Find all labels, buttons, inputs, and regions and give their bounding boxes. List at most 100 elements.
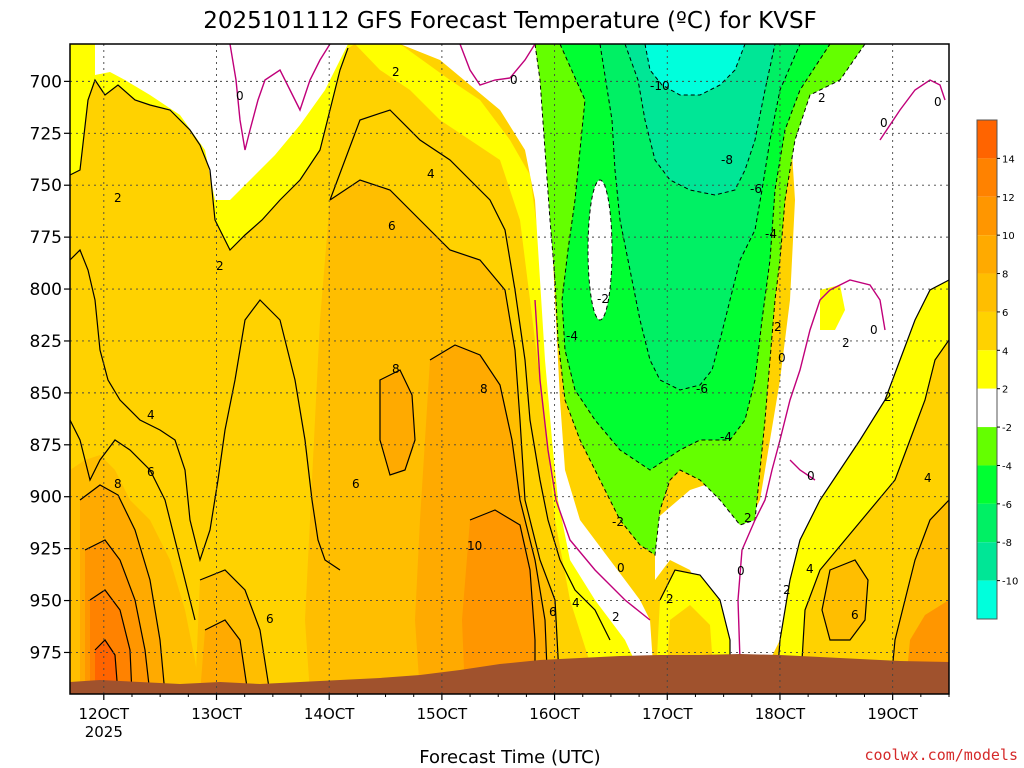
zero-line-3 [534,299,651,621]
x-axis-label: Forecast Time (UTC) [419,747,600,768]
contour-4-left [70,248,341,571]
zero-lines [229,44,946,661]
contour-4-center [329,109,611,641]
contour-label: -4 [765,227,777,241]
contour-label: 4 [147,408,155,422]
contour-lines-dashed [534,44,866,556]
contour-8-right [889,499,949,694]
contour-labels: 2 2 2 4 4 6 6 6 6 8 8 8 10 6 4 2 0 0 0 0… [114,65,942,626]
colorbar-label: 10 [1002,231,1015,242]
contour-10-left [84,539,151,694]
contour-label: 2 [842,336,850,350]
colorbar-swatch [977,235,997,274]
y-tick-label: 950 [30,592,62,612]
field-white-cold-hole [588,180,612,320]
contour-label: 2 [744,511,752,525]
plot-frame [69,43,950,695]
contour-8-blob [379,369,416,476]
gridlines [70,44,949,694]
contour-8-lower [204,619,249,694]
chart-title: 2025101112 GFS Forecast Temperature (ºC)… [203,8,817,34]
x-tick-label: 14OCT [304,705,355,723]
colorbar-label: -4 [1002,461,1012,472]
colorbar-label: -2 [1002,423,1012,434]
contour-label: 0 [617,561,625,575]
colorbar-label: 8 [1002,270,1008,281]
colorbar-swatch [977,465,997,504]
contour-label: 2 [392,65,400,79]
field-white-lower-center [655,480,760,660]
x-tick-label: 16OCT [529,705,580,723]
x-tick-label: 15OCT [417,705,468,723]
colorbar-frame [976,119,998,620]
contour-label: 0 [737,564,745,578]
contour-10-center [469,509,536,694]
contour-6-left [70,419,196,621]
contour-m8 [624,44,776,196]
contour-label: 6 [266,612,274,626]
contour-label: 2 [216,259,224,273]
contour-label: 6 [851,608,859,622]
colorbar-label: -6 [1002,500,1012,511]
credit-link[interactable]: coolwx.com/models [864,746,1018,764]
y-tick-label: 900 [30,488,62,508]
contour-8-center [429,344,549,694]
contour-6-right [821,559,869,641]
contour-label: -4 [720,430,732,444]
colorbar-label: -10 [1002,577,1018,588]
contour-label: 2 [884,390,892,404]
contour-label: 2 [774,320,782,334]
zero-line-6 [789,459,816,481]
x-tick-label: 19OCT [867,705,918,723]
contour-label: 0 [880,116,888,130]
x-tick-label: 13OCT [191,705,242,723]
contour-label: 2 [114,191,122,205]
zero-line-1 [229,44,331,151]
y-tick-label: 775 [30,228,62,248]
colorbar-label: 4 [1002,346,1008,357]
contour-label: -2 [612,515,624,529]
field-6to8-right2 [822,560,868,640]
zero-line-2 [459,44,536,86]
colorbar-swatch [977,542,997,581]
plot-area [70,44,949,694]
field-10to12-center [462,510,535,694]
contour-label: -6 [696,382,708,396]
colorbar-label: 14 [1002,154,1015,165]
contour-label: 4 [924,471,932,485]
colorbar: 14 12 10 8 6 4 2 -2 -4 -6 -8 -10 [976,119,1018,620]
contour-6-center [329,179,561,694]
colorbar-swatch [977,158,997,197]
contour-m2-hole [587,179,613,321]
contour-2-lowmid [659,569,731,694]
y-tick-label: 800 [30,280,62,300]
contour-label: 6 [549,605,557,619]
colorbar-swatch [977,196,997,236]
contour-label: 6 [388,219,396,233]
contour-label: 2 [783,583,791,597]
contour-lines [70,47,949,694]
colorbar-swatch [977,580,997,619]
contour-label: 4 [806,562,814,576]
contour-2-left [70,47,349,252]
colorbar-swatch [977,120,997,159]
y-tick-label: 925 [30,540,62,560]
colorbar-label: 12 [1002,193,1015,204]
contour-m2 [534,44,866,556]
colorbar-swatch [977,503,997,543]
contour-14-left [94,639,119,694]
colorbar-label: 2 [1002,385,1008,396]
y-tick-label: 750 [30,176,62,196]
field-white-mid [400,44,655,694]
colorbar-swatch [977,427,997,466]
contour-label: -8 [721,153,733,167]
x-tick-label: 17OCT [642,705,693,723]
y-axis: 700 725 750 775 800 825 850 875 900 925 950 975 [30,72,70,663]
y-tick-label: 975 [30,643,62,663]
contour-label: 8 [114,477,122,491]
contour-label: 0 [778,351,786,365]
contour-label: 4 [427,167,435,181]
field-8to10-lower [200,620,248,694]
contour-m4 [559,44,831,471]
